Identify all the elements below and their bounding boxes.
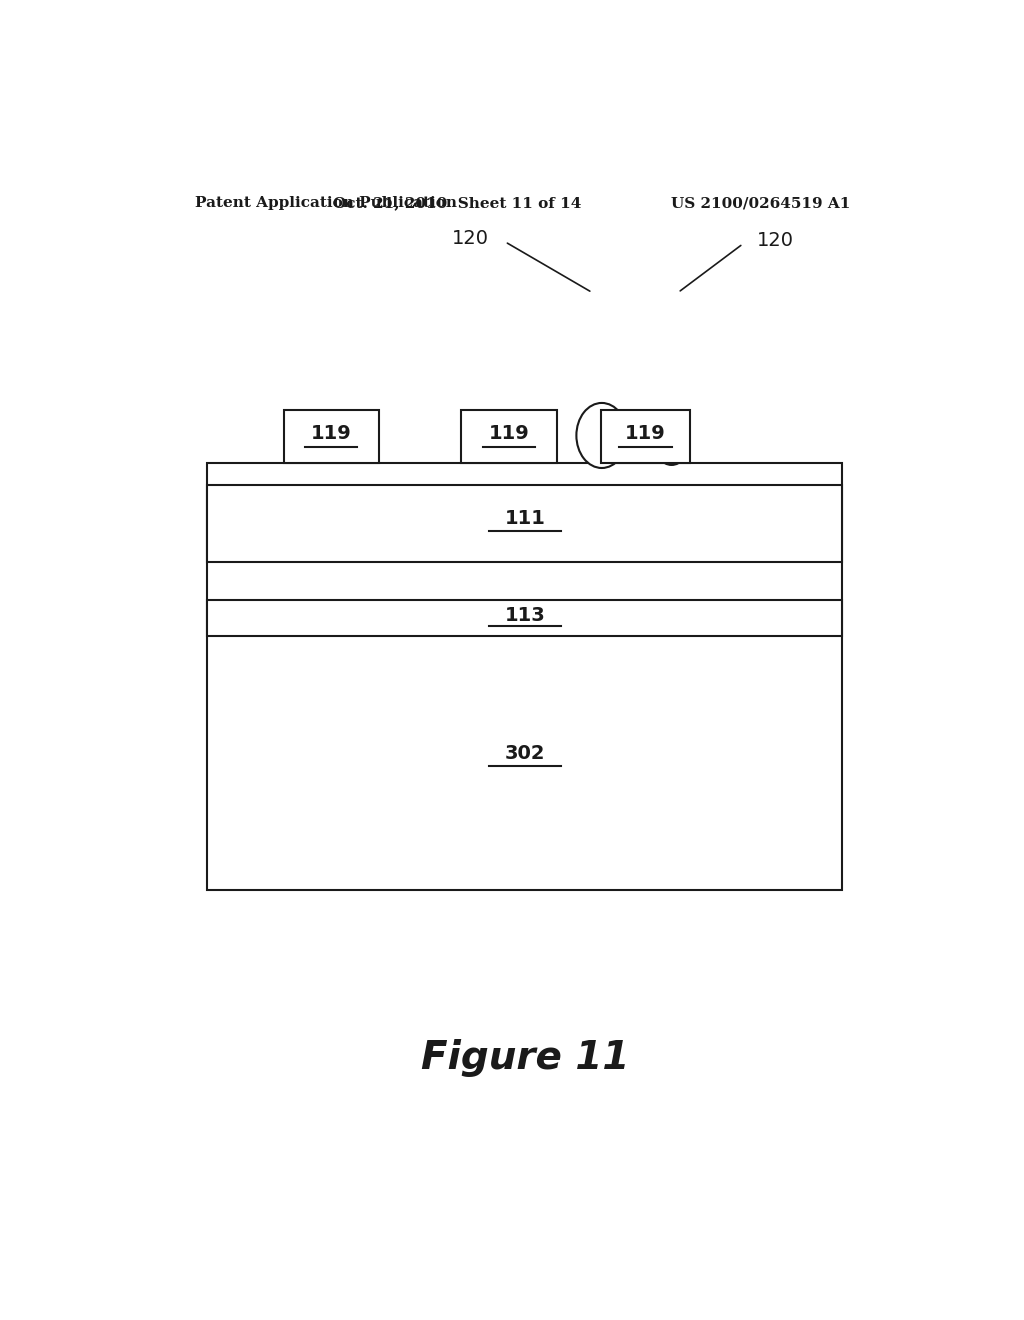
Text: Figure 11: Figure 11	[421, 1039, 629, 1077]
Text: Patent Application Publication: Patent Application Publication	[196, 195, 458, 210]
Bar	[207, 599, 843, 636]
Text: 113: 113	[505, 606, 545, 624]
Text: 119: 119	[311, 424, 351, 444]
Text: 119: 119	[625, 424, 666, 444]
Text: US 2100/0264519 A1: US 2100/0264519 A1	[671, 195, 850, 210]
Bar	[207, 463, 843, 890]
Text: 120: 120	[452, 230, 489, 248]
Text: 111: 111	[505, 508, 545, 528]
Circle shape	[577, 403, 627, 469]
Text: Oct. 21, 2010  Sheet 11 of 14: Oct. 21, 2010 Sheet 11 of 14	[333, 195, 582, 210]
Bar	[284, 411, 379, 463]
Bar	[462, 411, 557, 463]
Bar	[601, 411, 690, 463]
Circle shape	[654, 420, 689, 465]
Bar	[207, 484, 843, 561]
Text: 119: 119	[488, 424, 529, 444]
Text: 120: 120	[758, 231, 795, 251]
Text: 302: 302	[505, 743, 545, 763]
